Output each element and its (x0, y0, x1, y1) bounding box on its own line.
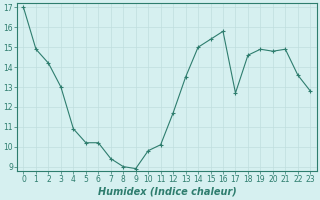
X-axis label: Humidex (Indice chaleur): Humidex (Indice chaleur) (98, 187, 236, 197)
